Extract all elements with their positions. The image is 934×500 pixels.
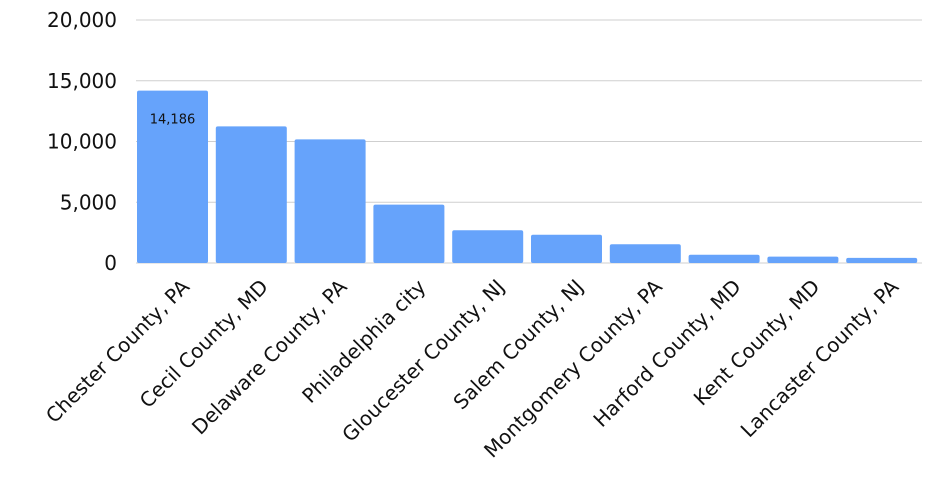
- y-tick-label: 5,000: [60, 190, 117, 214]
- bar: [767, 256, 839, 263]
- x-category-label: Salem County, NJ: [448, 275, 588, 415]
- y-tick-label: 10,000: [47, 130, 117, 154]
- data-label: 14,186: [150, 113, 196, 128]
- y-tick-label: 20,000: [47, 8, 117, 32]
- bar: [452, 230, 524, 263]
- y-tick-label: 0: [104, 251, 117, 275]
- y-axis-ticks: 0 5,000 10,000 15,000 20,000: [47, 8, 117, 275]
- bars: [137, 90, 918, 263]
- x-category-label: Lancaster County, PA: [736, 274, 904, 442]
- bar: [215, 126, 287, 263]
- y-tick-label: 15,000: [47, 69, 117, 93]
- bar: [609, 244, 681, 263]
- bar: [137, 90, 208, 263]
- x-category-label: Harford County, MD: [588, 275, 745, 432]
- x-category-label: Delaware County, PA: [187, 274, 352, 439]
- x-category-label: Chester County, PA: [41, 274, 194, 427]
- data-labels: 14,186: [150, 113, 196, 128]
- bar: [531, 234, 602, 263]
- bar: [373, 204, 445, 263]
- bar: [846, 257, 918, 263]
- bar: [688, 254, 760, 263]
- x-category-label: Gloucester County, NJ: [337, 275, 509, 447]
- bar: [294, 139, 366, 263]
